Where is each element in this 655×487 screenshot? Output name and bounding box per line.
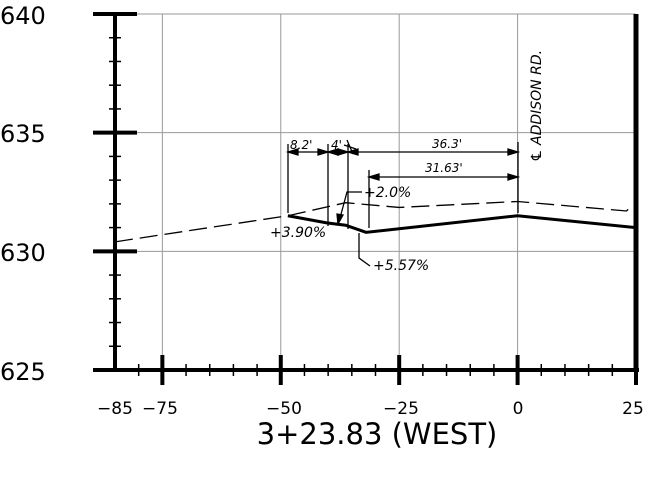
x-tick-label--25: −25: [383, 399, 419, 419]
existing-ground-line: [114, 200, 632, 243]
dimension-36-3: 36.3': [432, 137, 462, 151]
section-title: 3+23.83 (WEST): [257, 417, 498, 451]
dimension-annotations: [285, 139, 521, 267]
axes: [93, 12, 639, 385]
dimension-4: 4': [331, 138, 342, 152]
proposed-profile-line: [287, 214, 637, 234]
plot-area: [114, 200, 637, 243]
grid: [115, 13, 636, 370]
x-tick-label--85: −85: [97, 399, 133, 419]
y-tick-label-630: 630: [0, 239, 46, 267]
centerline-label: ℄ ADDISON RD.: [529, 50, 545, 162]
y-tick-label-635: 635: [0, 120, 46, 148]
x-tick-label-25: 25: [622, 399, 644, 419]
y-tick-label-625: 625: [0, 358, 46, 386]
slope-label-3-90: +3.90%: [270, 225, 326, 241]
slope-label-5-57: +5.57%: [373, 258, 429, 274]
x-tick-label--50: −50: [266, 399, 302, 419]
y-tick-label-640: 640: [0, 2, 46, 30]
slope-label-2-0: +2.0%: [364, 185, 411, 201]
x-tick-label-0: 0: [513, 399, 524, 419]
dimension-31-63: 31.63': [425, 161, 463, 175]
dimension-8-2: 8.2': [290, 138, 312, 152]
x-tick-label--75: −75: [142, 399, 178, 419]
